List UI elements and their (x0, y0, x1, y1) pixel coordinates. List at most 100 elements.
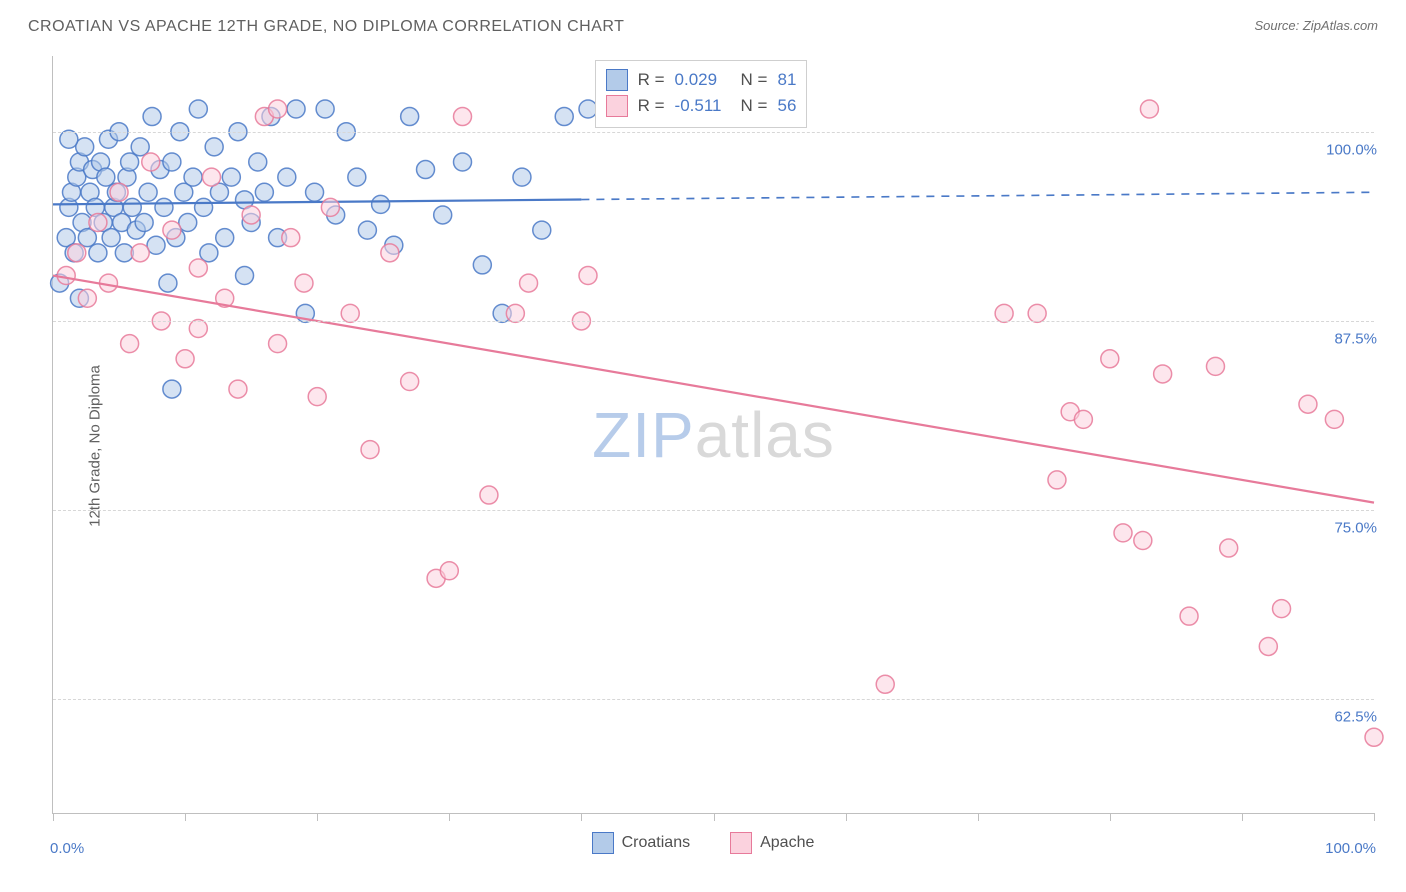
apache-point (68, 244, 86, 262)
apache-point (1259, 637, 1277, 655)
apache-point (176, 350, 194, 368)
x-tick (581, 813, 582, 821)
y-tick-label: 87.5% (1334, 330, 1377, 347)
croatians-point (102, 229, 120, 247)
croatians-point (358, 221, 376, 239)
stats-row: R =0.029N =81 (606, 67, 797, 93)
croatians-point (159, 274, 177, 292)
chart-title: CROATIAN VS APACHE 12TH GRADE, NO DIPLOM… (28, 18, 624, 36)
apache-point (995, 304, 1013, 322)
x-tick (317, 813, 318, 821)
apache-point (1220, 539, 1238, 557)
croatians-point (255, 183, 273, 201)
legend-item: Apache (730, 832, 814, 854)
croatians-point (123, 198, 141, 216)
apache-point (1180, 607, 1198, 625)
apache-point (242, 206, 260, 224)
stats-r-value: -0.511 (675, 93, 731, 119)
apache-point (1365, 728, 1383, 746)
croatians-trendline-extrapolated (581, 192, 1374, 199)
apache-point (203, 168, 221, 186)
croatians-point (143, 108, 161, 126)
x-tick (185, 813, 186, 821)
croatians-point (372, 195, 390, 213)
croatians-point (78, 229, 96, 247)
croatians-point (316, 100, 334, 118)
apache-point (142, 153, 160, 171)
apache-point (282, 229, 300, 247)
apache-point (1114, 524, 1132, 542)
y-tick-label: 100.0% (1326, 141, 1377, 158)
croatians-point (155, 198, 173, 216)
apache-point (1154, 365, 1172, 383)
x-tick (714, 813, 715, 821)
apache-point (121, 335, 139, 353)
croatians-point (513, 168, 531, 186)
croatians-point (135, 214, 153, 232)
apache-point (1074, 410, 1092, 428)
apache-point (440, 562, 458, 580)
legend-swatch (592, 832, 614, 854)
apache-point (110, 183, 128, 201)
apache-point (1101, 350, 1119, 368)
stats-legend-box: R =0.029N =81R =-0.511N =56 (595, 60, 808, 128)
stats-row: R =-0.511N =56 (606, 93, 797, 119)
apache-point (401, 373, 419, 391)
croatians-point (163, 153, 181, 171)
legend-swatch (606, 95, 628, 117)
legend-item: Croatians (592, 832, 690, 854)
croatians-point (306, 183, 324, 201)
apache-point (321, 198, 339, 216)
y-tick-label: 62.5% (1334, 709, 1377, 726)
x-tick (978, 813, 979, 821)
bottom-legend: Croatians Apache (0, 832, 1406, 854)
croatians-point (533, 221, 551, 239)
gridline (53, 510, 1374, 511)
croatians-point (236, 267, 254, 285)
gridline (53, 699, 1374, 700)
croatians-point (121, 153, 139, 171)
source-label: Source: ZipAtlas.com (1254, 18, 1378, 33)
legend-swatch (730, 832, 752, 854)
apache-point (1273, 600, 1291, 618)
croatians-point (163, 380, 181, 398)
croatians-point (89, 244, 107, 262)
croatians-point (434, 206, 452, 224)
croatians-point (454, 153, 472, 171)
x-tick (449, 813, 450, 821)
apache-point (1299, 395, 1317, 413)
apache-point (229, 380, 247, 398)
croatians-point (184, 168, 202, 186)
croatians-point (417, 161, 435, 179)
apache-point (1134, 531, 1152, 549)
chart-container: CROATIAN VS APACHE 12TH GRADE, NO DIPLOM… (0, 0, 1406, 892)
croatians-point (60, 130, 78, 148)
stats-r-value: 0.029 (675, 67, 731, 93)
stats-n-value: 56 (777, 93, 796, 119)
x-tick (846, 813, 847, 821)
gridline (53, 321, 1374, 322)
apache-point (269, 100, 287, 118)
apache-point (579, 267, 597, 285)
apache-point (163, 221, 181, 239)
croatians-point (139, 183, 157, 201)
stats-n-value: 81 (777, 67, 796, 93)
x-tick (1242, 813, 1243, 821)
x-tick (1110, 813, 1111, 821)
apache-point (361, 441, 379, 459)
apache-trendline (53, 276, 1374, 503)
y-tick-label: 75.0% (1334, 520, 1377, 537)
apache-point (454, 108, 472, 126)
legend-swatch (606, 69, 628, 91)
legend-label: Apache (760, 834, 814, 852)
x-tick (1374, 813, 1375, 821)
croatians-point (205, 138, 223, 156)
x-tick (53, 813, 54, 821)
apache-point (381, 244, 399, 262)
croatians-point (348, 168, 366, 186)
apache-point (78, 289, 96, 307)
croatians-point (555, 108, 573, 126)
apache-point (341, 304, 359, 322)
apache-point (189, 320, 207, 338)
apache-point (1028, 304, 1046, 322)
